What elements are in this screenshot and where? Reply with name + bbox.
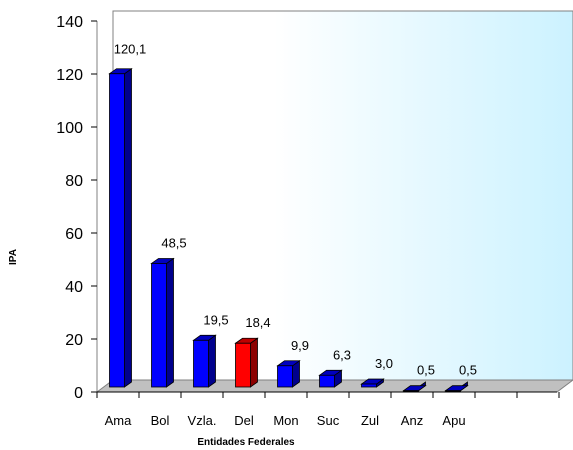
bar-apu: [444, 381, 469, 392]
x-tick-label: Zul: [361, 413, 379, 428]
x-tick-label: Suc: [317, 413, 340, 428]
data-label: 18,4: [245, 315, 270, 330]
y-tick-label: 20: [65, 332, 83, 349]
x-tick-label: Ama: [105, 413, 133, 428]
bar-vzla: [192, 334, 217, 388]
x-tick-label: Apu: [442, 413, 465, 428]
bar-del: [234, 337, 259, 388]
bar-ama: [108, 67, 133, 388]
y-tick-label: 80: [65, 173, 83, 190]
y-tick-label: 0: [74, 385, 83, 402]
data-label: 0,5: [459, 363, 477, 378]
data-label: 0,5: [417, 363, 435, 378]
bar-bol: [150, 257, 175, 388]
data-label: 6,3: [333, 347, 351, 362]
data-label: 9,9: [291, 338, 309, 353]
y-tick-label: 140: [56, 14, 83, 31]
data-label: 3,0: [375, 356, 393, 371]
y-tick-label: 100: [56, 120, 83, 137]
bar-anz: [402, 381, 427, 392]
data-label: 48,5: [161, 235, 186, 250]
x-tick-label: Mon: [273, 413, 298, 428]
x-axis-title: Entidades Federales: [197, 437, 295, 448]
y-tick-label: 120: [56, 67, 83, 84]
x-tick-label: Vzla.: [188, 413, 217, 428]
y-tick-label: 60: [65, 226, 83, 243]
y-axis-title: IPA: [8, 249, 19, 265]
bar-zul: [360, 378, 385, 388]
x-tick-label: Anz: [401, 413, 423, 428]
y-tick-label: 40: [65, 279, 83, 296]
x-tick-label: Bol: [151, 413, 170, 428]
bar-mon: [276, 359, 301, 388]
data-label: 19,5: [203, 312, 228, 327]
x-tick-label: Del: [234, 413, 254, 428]
data-label: 120,1: [114, 42, 147, 57]
plot-back-wall: [112, 10, 573, 381]
bar-suc: [318, 369, 343, 388]
